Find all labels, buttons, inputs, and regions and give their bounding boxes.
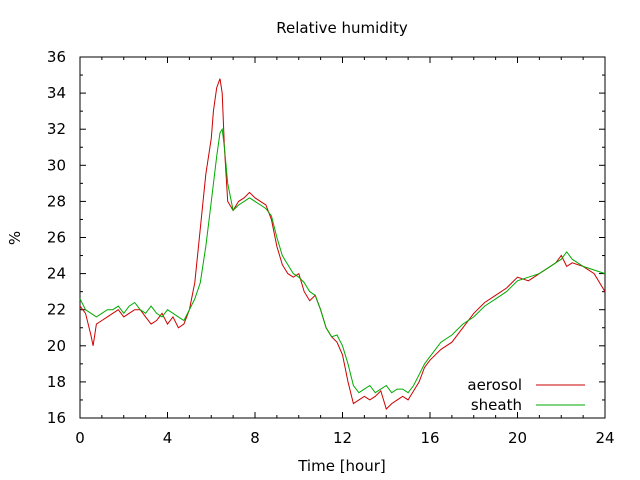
x-axis-label: Time [hour] [297, 457, 386, 475]
y-tick-label: 36 [47, 48, 66, 66]
y-tick-label: 26 [47, 229, 66, 247]
series-line-sheath [79, 127, 606, 394]
series-layer [79, 78, 606, 410]
y-tick-label: 18 [47, 373, 66, 391]
x-tick-label: 0 [75, 429, 85, 447]
x-tick-label: 4 [163, 429, 173, 447]
x-tick-label: 24 [595, 429, 614, 447]
y-tick-label: 34 [47, 84, 66, 102]
y-axis-label: % [6, 231, 24, 245]
axis-ticks: 0 4 8 12 16 20 24 16 18 20 22 24 26 28 30 32 34 36 [47, 48, 615, 447]
y-tick-label: 20 [47, 337, 66, 355]
chart-title: Relative humidity [276, 19, 408, 37]
x-tick-label: 12 [333, 429, 352, 447]
legend: aerosol sheath [467, 376, 585, 414]
y-tick-label: 22 [47, 301, 66, 319]
plot-border [79, 56, 606, 419]
x-tick-label: 16 [420, 429, 439, 447]
legend-label-sheath: sheath [471, 396, 522, 414]
y-tick-label: 30 [47, 156, 66, 174]
legend-label-aerosol: aerosol [467, 376, 522, 394]
y-tick-label: 32 [47, 120, 66, 138]
plot-area [79, 56, 606, 419]
y-tick-label: 16 [47, 409, 66, 427]
y-tick-label: 28 [47, 192, 66, 210]
series-line-aerosol [79, 78, 606, 410]
x-tick-label: 8 [250, 429, 260, 447]
x-tick-label: 20 [508, 429, 527, 447]
y-tick-label: 24 [47, 265, 66, 283]
